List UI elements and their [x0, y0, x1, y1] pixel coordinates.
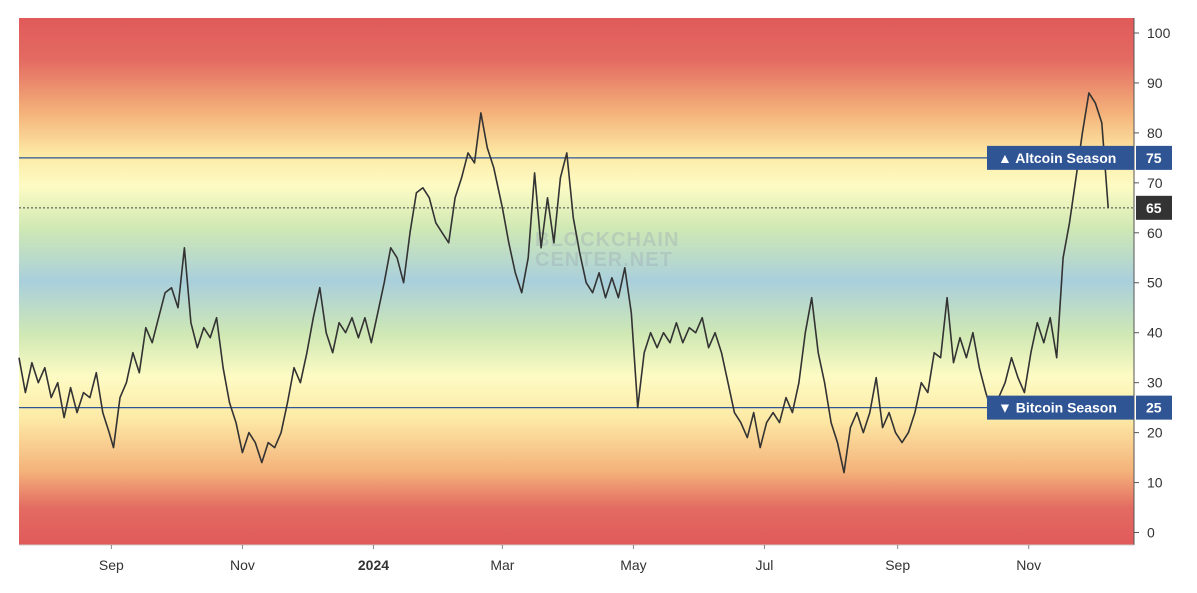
x-tick-label: Nov [230, 557, 255, 573]
x-tick-label: Sep [99, 557, 124, 573]
x-tick-label: Mar [490, 557, 514, 573]
current-value-tag-bg [1136, 195, 1172, 220]
plot-background [19, 18, 1134, 545]
y-tick-label: 20 [1147, 425, 1163, 441]
x-tick-label: Jul [756, 557, 774, 573]
threshold-tag-label-1: ▼ Bitcoin Season [998, 400, 1117, 416]
threshold-value-label-1: 25 [1146, 400, 1162, 416]
current-value-label: 65 [1146, 200, 1162, 216]
watermark: BLOCKCHAIN CENTER.NET [535, 229, 679, 271]
y-tick-label: 70 [1147, 175, 1163, 191]
y-tick-label: 90 [1147, 75, 1163, 91]
x-axis: Sep Nov 2024 Mar May Jul Sep Nov [99, 545, 1041, 573]
threshold-tag-label-0: ▲ Altcoin Season [998, 150, 1116, 166]
threshold-lines [19, 157, 1134, 409]
y-tick-label: 30 [1147, 375, 1163, 391]
y-tick-label: 80 [1147, 125, 1163, 141]
series-group [18, 92, 1109, 474]
x-tick-label: 2024 [358, 557, 389, 573]
threshold-tag-bg-1 [987, 395, 1134, 420]
x-tick-label: Sep [885, 557, 910, 573]
y-tick-label: 100 [1147, 25, 1171, 41]
y-tick-label: 40 [1147, 325, 1163, 341]
threshold-value-bg-1 [1136, 395, 1172, 420]
watermark-line-2: CENTER.NET [535, 249, 673, 271]
y-tick-label: 10 [1147, 475, 1163, 491]
threshold-tag-bg-0 [987, 145, 1134, 170]
threshold-value-bg-0 [1136, 145, 1172, 170]
y-tick-label: 60 [1147, 225, 1163, 241]
series-line-0 [18, 92, 1109, 474]
y-tick-label: 0 [1147, 525, 1155, 541]
y-axis: 0 10 20 30 40 50 60 70 80 90 100 [1134, 25, 1171, 541]
x-tick-label: Nov [1016, 557, 1041, 573]
x-tick-label: May [620, 557, 646, 573]
threshold-value-label-0: 75 [1146, 150, 1162, 166]
threshold-tags: ▲ Altcoin Season 75 ▼ Bitcoin Season 25 65 [987, 145, 1172, 420]
watermark-line-1: BLOCKCHAIN [535, 229, 679, 251]
y-tick-label: 50 [1147, 275, 1163, 291]
